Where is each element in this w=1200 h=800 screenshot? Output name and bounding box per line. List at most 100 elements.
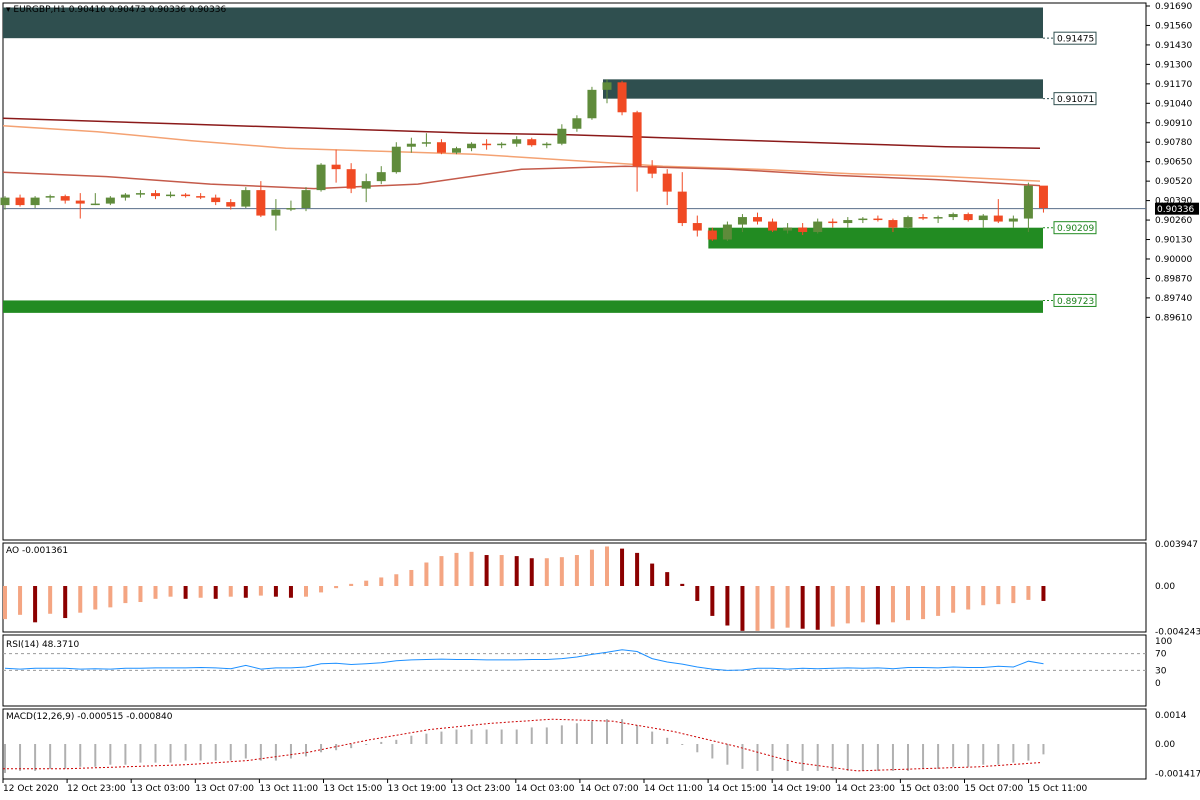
- bear-candle: [662, 173, 672, 192]
- y-tick-label: 0.89740: [1155, 294, 1192, 304]
- bull-candle: [406, 143, 416, 147]
- ao-bar: [936, 586, 941, 616]
- ao-y-tick-label: -0.004243: [1155, 627, 1200, 637]
- ao-bar: [620, 548, 625, 586]
- ao-bar: [740, 586, 745, 631]
- bear-candle: [768, 221, 778, 231]
- macd-bar: [289, 744, 292, 759]
- rsi-y-tick-label: 100: [1155, 637, 1172, 647]
- bull-candle: [120, 194, 130, 198]
- macd-bar: [169, 744, 172, 763]
- y-tick-label: 0.90390: [1155, 197, 1192, 207]
- ao-bar: [379, 577, 384, 586]
- zone-price-label: 0.91071: [1057, 95, 1094, 105]
- macd-bar: [274, 744, 277, 761]
- macd-bar: [952, 744, 955, 767]
- y-tick-label: 0.90910: [1155, 119, 1192, 129]
- bull-candle: [813, 221, 823, 233]
- ao-bar: [996, 586, 1001, 605]
- ao-bar: [921, 586, 926, 620]
- macd-bar: [771, 744, 774, 771]
- ohlc-values: 0.90410 0.90473 0.90336 0.90336: [68, 5, 227, 15]
- ao-bar: [966, 586, 971, 610]
- ao-bar: [574, 555, 579, 586]
- rsi-panel-title: RSI(14) 48.3710: [6, 640, 80, 650]
- ao-bar: [1026, 586, 1031, 600]
- current-price-label: 0.90336: [1157, 205, 1194, 215]
- ao-bar: [168, 586, 173, 597]
- bull-candle: [301, 190, 311, 209]
- bear-candle: [482, 143, 492, 146]
- bull-candle: [512, 139, 522, 144]
- rsi-y-tick-label: 0: [1155, 679, 1161, 689]
- bull-candle: [166, 194, 176, 197]
- ao-bar: [680, 583, 685, 586]
- bear-candle: [346, 169, 356, 189]
- macd-bar: [410, 735, 413, 744]
- ao-bar: [108, 586, 113, 608]
- ao-bar: [981, 586, 986, 606]
- bull-candle: [858, 218, 868, 221]
- zone-price-box: [1053, 31, 1097, 45]
- macd-bar: [816, 744, 819, 771]
- ao-bar: [875, 586, 880, 625]
- y-tick-label: 0.90650: [1155, 158, 1192, 168]
- bear-candle: [211, 197, 221, 203]
- macd-bar: [1027, 744, 1030, 761]
- x-tick-label: 14 Oct 11:00: [644, 784, 703, 794]
- macd-bar: [711, 744, 714, 759]
- ao-bar: [304, 586, 308, 597]
- ao-bar: [424, 562, 429, 586]
- bear-candle: [1038, 185, 1048, 209]
- macd-bar: [666, 737, 669, 744]
- x-tick-label: 14 Oct 07:00: [580, 784, 639, 794]
- bear-candle: [226, 202, 236, 207]
- bear-candle: [15, 197, 25, 206]
- panel-frame-1: [2, 542, 1147, 633]
- bull-candle: [286, 208, 296, 210]
- bull-candle: [933, 217, 943, 219]
- bull-candle: [978, 215, 988, 221]
- bear-candle: [963, 214, 973, 221]
- bull-candle: [135, 193, 145, 195]
- bull-candle: [903, 217, 913, 228]
- ao-bar: [499, 555, 504, 586]
- x-tick-label: 13 Oct 23:00: [452, 784, 511, 794]
- ao-bar: [394, 574, 399, 586]
- x-tick-label: 13 Oct 07:00: [195, 784, 254, 794]
- macd-bar: [94, 744, 97, 767]
- symbol-header: ▾ EURGBP,H1 0.90410 0.90473 0.90336 0.90…: [6, 5, 226, 15]
- macd-panel-title: MACD(12,26,9) -0.000515 -0.000840: [6, 712, 173, 722]
- macd-bar: [214, 744, 217, 761]
- bear-candle: [873, 218, 883, 221]
- ao-bar: [860, 586, 865, 623]
- bull-candle: [361, 181, 371, 189]
- macd-bar: [696, 744, 699, 753]
- macd-bar: [199, 744, 202, 761]
- macd-bar: [395, 739, 398, 744]
- x-tick-label: 15 Oct 11:00: [1029, 784, 1088, 794]
- macd-bar: [590, 721, 593, 744]
- ao-bar: [785, 586, 790, 628]
- macd-bar: [560, 725, 563, 744]
- ao-bar: [153, 586, 158, 599]
- ao-bar: [198, 586, 203, 598]
- bull-candle: [241, 190, 251, 207]
- ao-bar: [334, 586, 339, 589]
- macd-bar: [79, 744, 82, 767]
- bull-candle: [1023, 185, 1033, 219]
- panel-frame-3: [2, 708, 1147, 780]
- current-price-box: [1155, 202, 1199, 215]
- bear-candle: [256, 190, 266, 216]
- macd-bar: [515, 729, 518, 744]
- bull-candle: [316, 164, 326, 191]
- ao-bar: [364, 580, 369, 586]
- y-tick-label: 0.90260: [1155, 216, 1192, 226]
- ao-bar: [484, 555, 489, 586]
- bull-candle: [722, 224, 732, 240]
- macd-bar: [575, 723, 578, 744]
- bear-candle: [331, 164, 341, 170]
- macd-bar: [4, 744, 6, 773]
- macd-bar: [621, 719, 624, 744]
